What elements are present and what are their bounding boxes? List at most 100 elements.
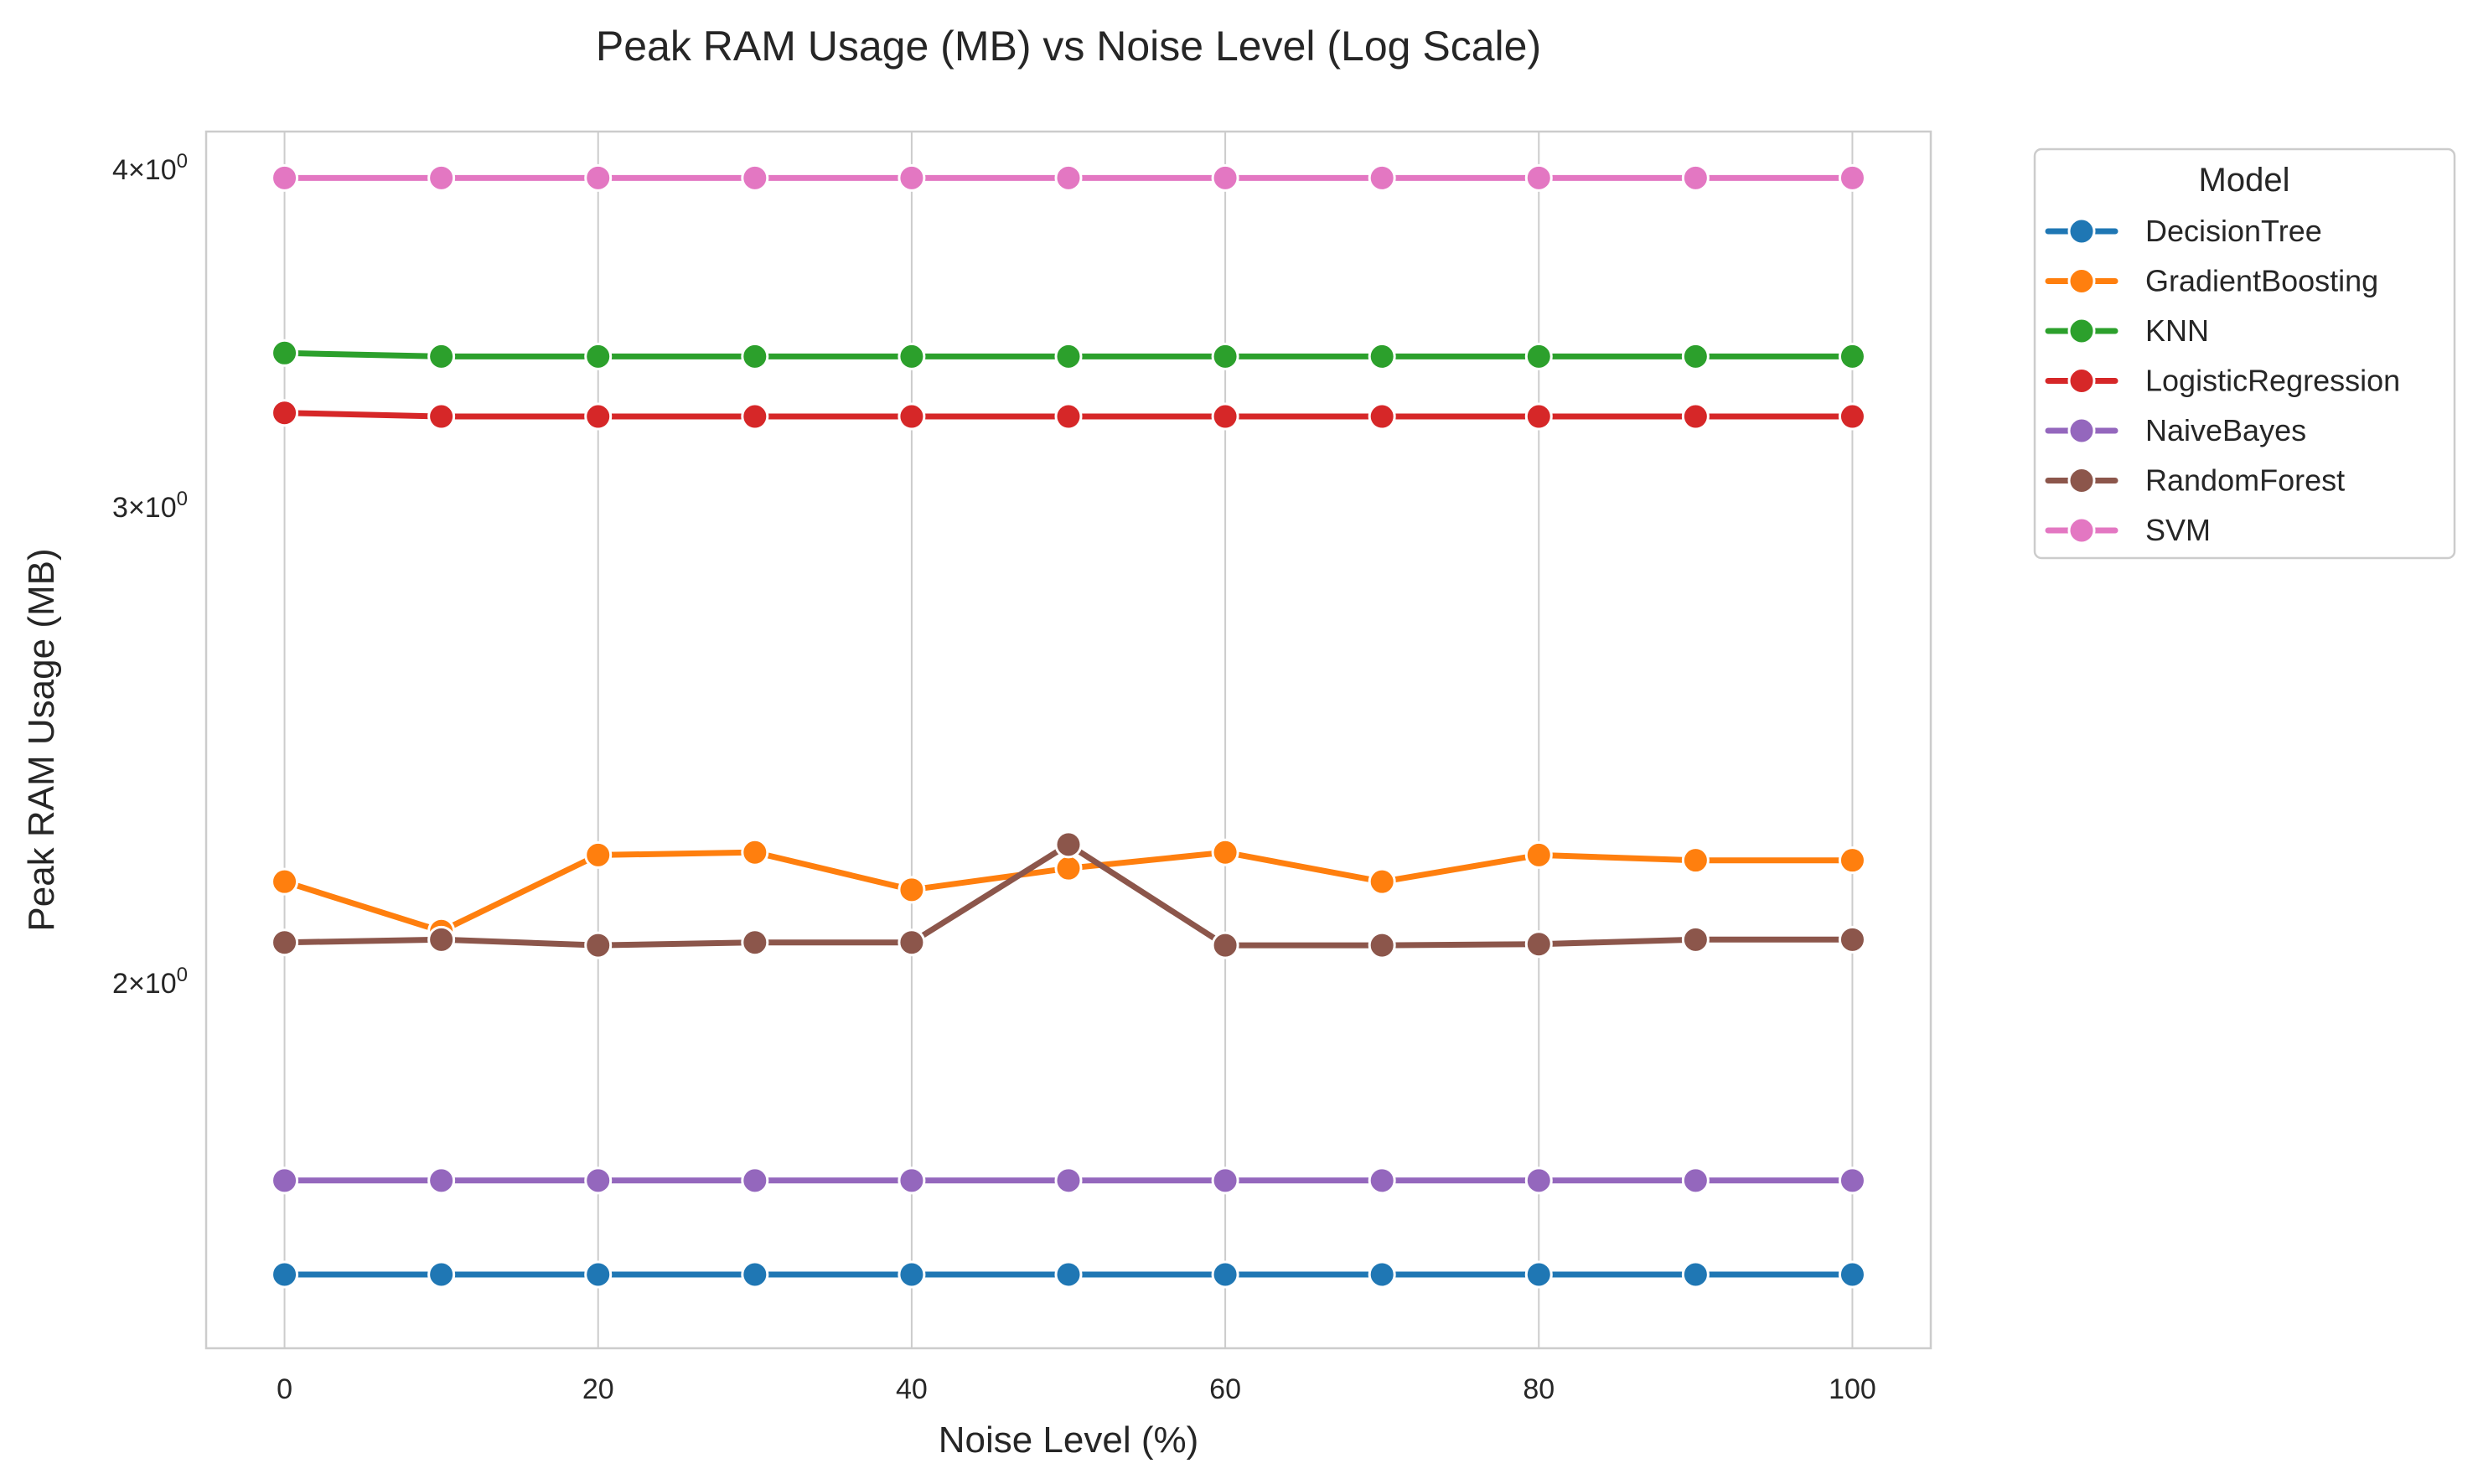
- data-point: [1681, 1166, 1710, 1195]
- data-point: [1368, 1260, 1396, 1289]
- data-point: [898, 163, 926, 192]
- data-point: [1368, 867, 1396, 896]
- x-tick-label: 60: [1209, 1373, 1241, 1405]
- data-point: [1368, 931, 1396, 959]
- legend-marker: [2067, 317, 2096, 345]
- x-tick-label: 0: [277, 1373, 292, 1405]
- data-point: [1681, 402, 1710, 431]
- data-point: [584, 1260, 613, 1289]
- data-point: [1054, 402, 1083, 431]
- x-tick-label: 20: [582, 1373, 614, 1405]
- data-point: [584, 163, 613, 192]
- data-point: [741, 342, 769, 370]
- data-point: [1524, 1166, 1553, 1195]
- y-axis-label: Peak RAM Usage (MB): [21, 548, 62, 931]
- data-point: [1524, 930, 1553, 959]
- data-point: [1054, 342, 1083, 370]
- data-point: [1211, 1260, 1239, 1289]
- data-point: [271, 399, 299, 427]
- data-point: [1681, 846, 1710, 875]
- data-point: [1211, 163, 1239, 192]
- legend-label: GradientBoosting: [2145, 264, 2378, 298]
- data-point: [1368, 1166, 1396, 1195]
- data-point: [898, 928, 926, 957]
- data-point: [271, 867, 299, 896]
- data-point: [427, 925, 456, 954]
- series-NaiveBayes: [271, 1166, 1866, 1195]
- data-point: [1838, 846, 1866, 875]
- data-point: [1054, 830, 1083, 859]
- legend-items: DecisionTree GradientBoosting KNN LogisticR…: [2045, 214, 2400, 547]
- series-KNN: [271, 339, 1866, 370]
- data-point: [584, 402, 613, 431]
- legend-item: GradientBoosting: [2045, 264, 2378, 298]
- data-point: [1211, 838, 1239, 866]
- data-point: [1681, 342, 1710, 370]
- legend-item: SVM: [2045, 513, 2211, 547]
- data-point: [1368, 163, 1396, 192]
- data-point: [1838, 163, 1866, 192]
- data-point: [271, 163, 299, 192]
- x-axis-ticks: 0 20 40 60 80 100: [277, 1373, 1876, 1405]
- data-point: [1054, 163, 1083, 192]
- data-point: [741, 402, 769, 431]
- plot-area: [204, 130, 1932, 1350]
- data-point: [898, 1166, 926, 1195]
- data-point: [1211, 402, 1239, 431]
- data-point: [1838, 402, 1866, 431]
- data-point: [584, 840, 613, 869]
- data-point: [898, 1260, 926, 1289]
- plot-background: [204, 130, 1932, 1350]
- data-point: [1368, 342, 1396, 370]
- data-point: [427, 342, 456, 370]
- data-point: [427, 1260, 456, 1289]
- data-point: [741, 838, 769, 866]
- legend-item: LogisticRegression: [2045, 364, 2400, 398]
- legend-item: NaiveBayes: [2045, 413, 2306, 447]
- data-point: [1524, 342, 1553, 370]
- legend-title: Model: [2199, 162, 2290, 199]
- data-point: [1054, 1260, 1083, 1289]
- series-LogisticRegression: [271, 399, 1866, 431]
- legend-item: RandomForest: [2045, 463, 2345, 498]
- legend: Model DecisionTree GradientBoosting KNN Log…: [2033, 147, 2456, 560]
- y-axis-ticks: 4×100 3×100 2×100: [112, 150, 188, 1000]
- data-point: [584, 931, 613, 959]
- x-tick-label: 40: [896, 1373, 928, 1405]
- data-point: [271, 1260, 299, 1289]
- legend-label: DecisionTree: [2145, 214, 2322, 248]
- legend-label: NaiveBayes: [2145, 413, 2306, 447]
- data-point: [1681, 1260, 1710, 1289]
- x-axis-label: Noise Level (%): [939, 1419, 1199, 1461]
- legend-label: SVM: [2145, 513, 2211, 547]
- data-point: [741, 928, 769, 957]
- data-point: [271, 928, 299, 957]
- legend-marker: [2067, 267, 2096, 295]
- data-point: [1524, 1260, 1553, 1289]
- data-point: [1838, 1260, 1866, 1289]
- x-tick-label: 100: [1829, 1373, 1876, 1405]
- data-point: [1524, 163, 1553, 192]
- data-point: [741, 1260, 769, 1289]
- data-point: [271, 339, 299, 367]
- series-DecisionTree: [271, 1260, 1866, 1289]
- data-point: [1838, 925, 1866, 954]
- data-point: [741, 1166, 769, 1195]
- legend-marker: [2067, 467, 2096, 494]
- data-point: [1681, 163, 1710, 192]
- series-RandomForest: [271, 830, 1866, 959]
- legend-label: RandomForest: [2145, 463, 2345, 498]
- legend-item: KNN: [2045, 313, 2209, 348]
- data-point: [584, 1166, 613, 1195]
- data-point: [1838, 1166, 1866, 1195]
- data-point: [1054, 1166, 1083, 1195]
- data-point: [1368, 402, 1396, 431]
- legend-label: KNN: [2145, 313, 2209, 348]
- legend-marker: [2067, 516, 2096, 545]
- data-point: [584, 342, 613, 370]
- data-point: [1524, 402, 1553, 431]
- x-tick-label: 80: [1523, 1373, 1555, 1405]
- legend-marker: [2067, 367, 2096, 395]
- data-point: [1681, 925, 1710, 954]
